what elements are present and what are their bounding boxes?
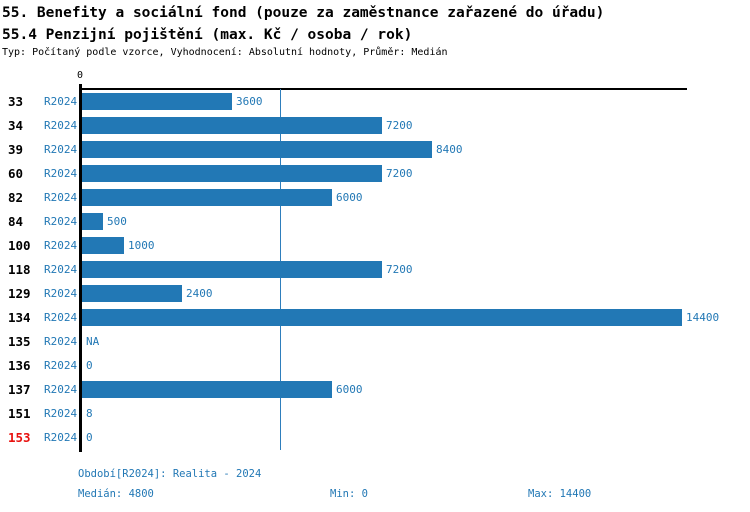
bar-value-label: 8400	[436, 143, 463, 156]
bar	[82, 165, 382, 182]
row-category-label: 33	[8, 94, 24, 109]
row-series-label: R2024	[44, 311, 78, 324]
row-series-label: R2024	[44, 167, 78, 180]
row-category-label: 34	[8, 118, 24, 133]
bar-value-label: 14400	[686, 311, 720, 324]
chart-subtitle: Typ: Počítaný podle vzorce, Vyhodnocení:…	[2, 47, 448, 58]
bar	[82, 189, 332, 206]
row-series-label: R2024	[44, 191, 78, 204]
row-category-label: 134	[8, 310, 31, 325]
row-category-label: 60	[8, 166, 24, 181]
row-category-label: 151	[8, 406, 31, 421]
bar	[82, 381, 332, 398]
bar	[82, 117, 382, 134]
bar-value-label: 8	[86, 407, 93, 420]
row-series-label: R2024	[44, 119, 78, 132]
row-series-label: R2024	[44, 263, 78, 276]
row-series-label: R2024	[44, 383, 78, 396]
axis-vertical-line	[79, 84, 82, 452]
bar-value-label: 2400	[186, 287, 213, 300]
bar-value-label: 0	[86, 431, 93, 444]
bar-value-label: 3600	[236, 95, 263, 108]
row-category-label: 100	[8, 238, 31, 253]
bar	[82, 213, 103, 230]
bar	[82, 285, 182, 302]
row-series-label: R2024	[44, 95, 78, 108]
footer-max-label: Max: 14400	[528, 488, 592, 500]
bar	[82, 261, 382, 278]
bar-value-label: NA	[86, 335, 100, 348]
row-category-label: 118	[8, 262, 31, 277]
bar-value-label: 7200	[386, 119, 413, 132]
footer-period-label: Období[R2024]: Realita - 2024	[78, 468, 262, 480]
bar	[82, 309, 682, 326]
chart-title: 55.4 Penzijní pojištění (max. Kč / osoba…	[2, 27, 413, 43]
row-series-label: R2024	[44, 239, 78, 252]
row-series-label: R2024	[44, 143, 78, 156]
row-category-label: 135	[8, 334, 31, 349]
row-series-label: R2024	[44, 335, 78, 348]
bar-value-label: 0	[86, 359, 93, 372]
axis-zero-tick-label: 0	[76, 70, 84, 81]
bar	[82, 237, 124, 254]
row-category-label: 82	[8, 190, 24, 205]
row-category-label: 137	[8, 382, 31, 397]
row-category-label: 153	[8, 430, 31, 445]
bar-value-label: 7200	[386, 167, 413, 180]
row-series-label: R2024	[44, 215, 78, 228]
bar-value-label: 6000	[336, 383, 363, 396]
row-category-label: 84	[8, 214, 24, 229]
row-category-label: 39	[8, 142, 24, 157]
page-title: 55. Benefity a sociální fond (pouze za z…	[2, 5, 605, 21]
row-category-label: 136	[8, 358, 31, 373]
bar-value-label: 7200	[386, 263, 413, 276]
bar-value-label: 1000	[128, 239, 155, 252]
row-series-label: R2024	[44, 431, 78, 444]
bar	[82, 93, 232, 110]
axis-top-line	[79, 88, 687, 90]
row-series-label: R2024	[44, 359, 78, 372]
bar-value-label: 500	[107, 215, 127, 228]
row-category-label: 129	[8, 286, 31, 301]
footer-median-label: Medián: 4800	[78, 488, 154, 500]
row-series-label: R2024	[44, 407, 78, 420]
row-series-label: R2024	[44, 287, 78, 300]
bar	[82, 141, 432, 158]
footer-min-label: Min: 0	[330, 488, 368, 500]
bar-value-label: 6000	[336, 191, 363, 204]
